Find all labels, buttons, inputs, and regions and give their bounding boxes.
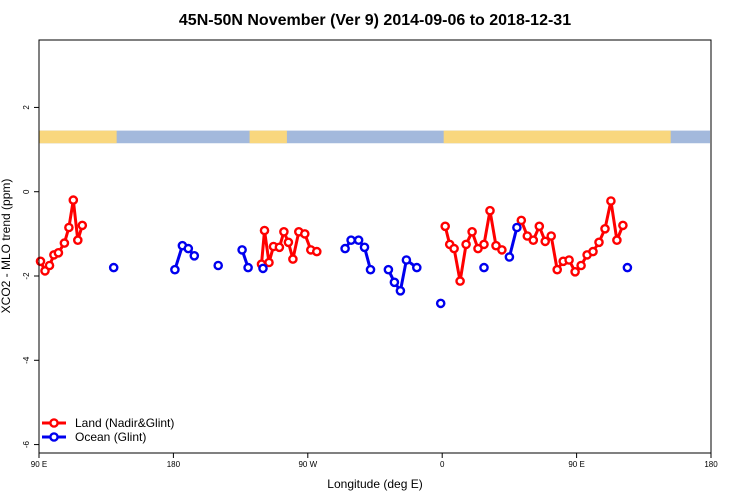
data-point xyxy=(59,238,70,248)
series-layer xyxy=(35,195,633,309)
legend-swatch-marker xyxy=(49,418,59,428)
data-point xyxy=(64,222,74,233)
y-axis-label: XCO2 - MLO trend (ppm) xyxy=(0,179,13,314)
data-point xyxy=(389,277,400,288)
data-point xyxy=(576,260,586,271)
data-point xyxy=(288,254,298,264)
x-axis-label: Longitude (deg E) xyxy=(327,477,422,491)
data-point xyxy=(522,231,533,241)
data-point xyxy=(383,264,394,275)
series-land xyxy=(35,195,628,286)
data-point xyxy=(353,235,364,245)
data-point xyxy=(243,262,253,273)
y-tick-label: 2 xyxy=(22,105,31,110)
data-point xyxy=(44,260,55,271)
data-point xyxy=(279,226,289,237)
data-point xyxy=(516,215,527,226)
data-point xyxy=(274,242,285,253)
data-point xyxy=(395,285,406,296)
data-point xyxy=(479,262,489,273)
land-strip-span xyxy=(443,130,671,144)
legend-swatch-marker xyxy=(49,432,59,442)
land-ocean-strip xyxy=(39,130,710,144)
x-tick-label: 180 xyxy=(167,460,181,469)
data-point xyxy=(183,243,194,254)
data-point xyxy=(189,250,200,261)
y-tick-label: -4 xyxy=(22,356,31,364)
y-tick-label: -2 xyxy=(22,272,31,280)
data-point xyxy=(346,235,356,245)
legend-label: Ocean (Glint) xyxy=(75,430,146,444)
data-point xyxy=(497,245,507,255)
data-point xyxy=(512,222,522,233)
data-point xyxy=(53,247,64,258)
plot-frame xyxy=(38,39,712,454)
data-point xyxy=(283,237,294,248)
data-point xyxy=(612,235,622,245)
data-point xyxy=(311,246,322,257)
y-axis: 2 0 -2 -4 -6 xyxy=(22,105,39,448)
data-point xyxy=(299,229,310,239)
series-line xyxy=(507,227,519,258)
data-point xyxy=(461,239,471,250)
data-point xyxy=(170,264,180,275)
data-point xyxy=(340,243,350,254)
data-point xyxy=(467,226,477,237)
data-point xyxy=(401,255,412,265)
data-point xyxy=(73,235,83,245)
data-point xyxy=(440,221,451,232)
data-point xyxy=(435,298,446,309)
land-strip-span xyxy=(249,130,287,144)
x-tick-label: 90 E xyxy=(568,460,584,469)
data-point xyxy=(473,243,483,254)
data-point xyxy=(479,239,489,250)
data-point xyxy=(546,231,557,241)
data-point xyxy=(264,257,274,268)
data-point xyxy=(359,242,370,253)
legend-label: Land (Nadir&Glint) xyxy=(75,416,174,430)
data-point xyxy=(237,245,247,255)
data-point xyxy=(365,264,376,275)
data-point xyxy=(618,220,628,231)
data-point xyxy=(449,243,459,254)
data-point xyxy=(600,223,610,234)
data-point xyxy=(552,264,563,275)
data-point xyxy=(570,266,580,277)
data-point xyxy=(411,262,422,273)
data-point xyxy=(77,220,88,231)
x-tick-label: 90 W xyxy=(298,460,317,469)
x-tick-label: 180 xyxy=(704,460,718,469)
series-ocean xyxy=(108,222,633,309)
y-tick-label: 0 xyxy=(22,189,31,194)
chart-title: 45N-50N November (Ver 9) 2014-09-06 to 2… xyxy=(179,12,571,29)
data-point xyxy=(528,235,539,245)
data-point xyxy=(594,237,604,248)
data-point xyxy=(108,262,119,273)
data-point xyxy=(35,256,46,267)
data-point xyxy=(606,196,616,206)
data-point xyxy=(455,276,465,286)
y-tick-label: -6 xyxy=(22,440,31,448)
data-point xyxy=(564,255,574,265)
data-point xyxy=(258,263,268,274)
data-point xyxy=(68,195,79,205)
data-point xyxy=(622,262,633,273)
x-axis: 90 E 180 90 W 0 90 E 180 xyxy=(31,453,718,469)
legend: Land (Nadir&Glint)Ocean (Glint) xyxy=(42,416,174,444)
data-point xyxy=(588,246,598,257)
data-point xyxy=(504,252,515,262)
data-point xyxy=(213,260,223,271)
x-tick-label: 90 E xyxy=(31,460,47,469)
x-tick-label: 0 xyxy=(440,460,445,469)
data-point xyxy=(259,225,270,236)
data-point xyxy=(485,205,495,216)
data-point xyxy=(540,236,551,247)
data-point xyxy=(534,221,545,232)
land-strip-span xyxy=(39,130,117,144)
